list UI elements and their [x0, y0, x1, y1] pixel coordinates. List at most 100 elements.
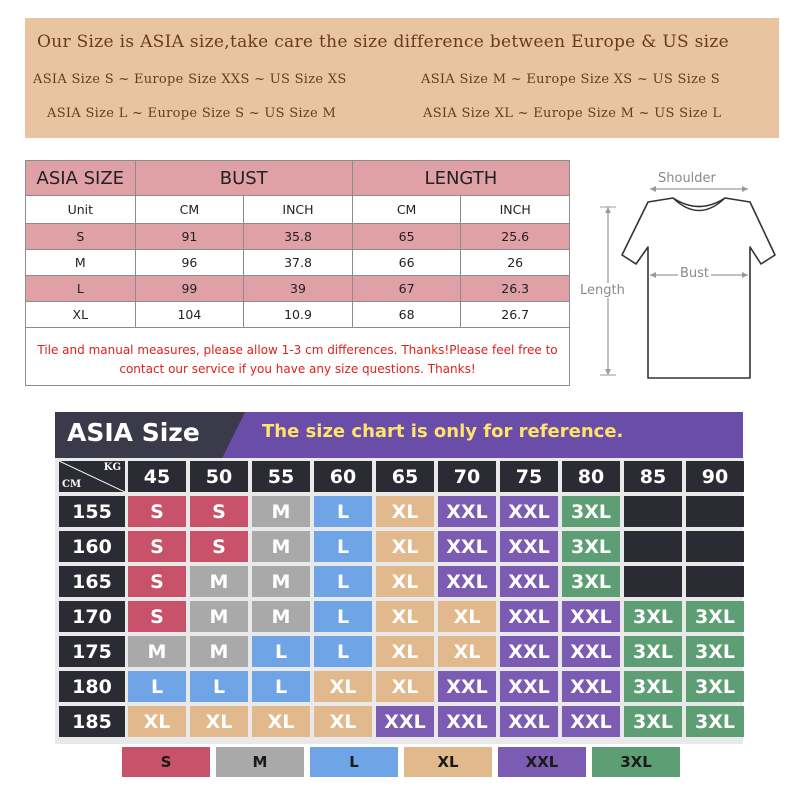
size-cell: M	[190, 601, 248, 632]
banner-size-l: ASIA Size L ~ Europe Size S ~ US Size M	[47, 106, 337, 121]
weight-header: 45	[128, 461, 186, 492]
table-row-l: L 99 39 67 26.3	[26, 276, 569, 302]
size-cell: XL	[190, 706, 248, 737]
size-cell: XL	[314, 671, 372, 702]
size-cell: XL	[376, 566, 434, 597]
empty-cell	[624, 496, 682, 527]
size-cell: XL	[252, 706, 310, 737]
height-header: 180	[59, 671, 125, 702]
size-cell: 3XL	[624, 636, 682, 667]
table-cell: 67	[352, 276, 462, 302]
table-header-row: ASIA SIZE BUST LENGTH	[26, 161, 569, 196]
empty-cell	[624, 566, 682, 597]
size-cell: XXL	[500, 531, 558, 562]
empty-cell	[686, 496, 744, 527]
table-cell: 66	[352, 250, 462, 276]
table-cell: 65	[352, 224, 462, 250]
size-cell: S	[128, 601, 186, 632]
size-cell: XL	[376, 531, 434, 562]
header-length: LENGTH	[352, 161, 569, 196]
size-cell: 3XL	[562, 496, 620, 527]
size-cell: L	[314, 531, 372, 562]
table-cell: 68	[352, 302, 462, 328]
table-cell: 104	[135, 302, 245, 328]
measurement-note: Tile and manual measures, please allow 1…	[26, 334, 569, 386]
grid-corner-cell: KG CM	[59, 461, 125, 492]
size-cell: 3XL	[686, 601, 744, 632]
size-cell: XXL	[500, 671, 558, 702]
header-bust: BUST	[135, 161, 353, 196]
size-cell: XXL	[438, 566, 496, 597]
empty-cell	[686, 531, 744, 562]
size-cell: XL	[128, 706, 186, 737]
height-header: 160	[59, 531, 125, 562]
banner-size-m: ASIA Size M ~ Europe Size XS ~ US Size S	[421, 72, 720, 87]
size-cell: XXL	[500, 601, 558, 632]
size-cell: XXL	[562, 601, 620, 632]
table-cell: 26.3	[461, 276, 569, 302]
empty-cell	[624, 531, 682, 562]
size-cell: S	[190, 496, 248, 527]
unit-label: Unit	[26, 196, 136, 224]
size-cell: XXL	[438, 706, 496, 737]
table-row-xl: XL 104 10.9 68 26.7	[26, 302, 569, 328]
unit-length-cm: CM	[352, 196, 462, 224]
height-header: 185	[59, 706, 125, 737]
length-label: Length	[580, 283, 625, 298]
measurement-table: ASIA SIZE BUST LENGTH Unit CM INCH CM IN…	[25, 160, 570, 386]
size-cell: XXL	[438, 531, 496, 562]
bust-label: Bust	[678, 266, 712, 281]
size-cell: M	[252, 601, 310, 632]
table-cell: 37.8	[244, 250, 353, 276]
table-cell: S	[26, 224, 136, 250]
corner-kg-label: KG	[103, 462, 121, 473]
banner-size-s: ASIA Size S ~ Europe Size XXS ~ US Size …	[33, 72, 347, 87]
table-cell: 96	[135, 250, 245, 276]
legend-swatch: M	[216, 747, 304, 777]
size-grid-title: ASIA Size	[67, 418, 200, 447]
size-cell: 3XL	[686, 706, 744, 737]
size-cell: M	[252, 496, 310, 527]
size-cell: XL	[438, 601, 496, 632]
table-cell: 39	[244, 276, 353, 302]
size-cell: XL	[376, 496, 434, 527]
size-cell: L	[190, 671, 248, 702]
weight-header: 85	[624, 461, 682, 492]
height-header: 170	[59, 601, 125, 632]
size-cell: L	[314, 566, 372, 597]
legend-swatch: XL	[404, 747, 492, 777]
table-cell: 99	[135, 276, 245, 302]
size-notice-banner: Our Size is ASIA size,take care the size…	[25, 18, 779, 138]
size-cell: L	[252, 671, 310, 702]
size-cell: 3XL	[686, 671, 744, 702]
size-cell: XXL	[500, 636, 558, 667]
size-cell: XL	[438, 636, 496, 667]
legend-swatch: XXL	[498, 747, 586, 777]
size-cell: L	[314, 601, 372, 632]
empty-cell	[686, 566, 744, 597]
weight-header: 50	[190, 461, 248, 492]
weight-header: 70	[438, 461, 496, 492]
table-cell: 10.9	[244, 302, 353, 328]
size-cell: XXL	[562, 706, 620, 737]
size-grid-title-box	[55, 412, 245, 458]
size-cell: 3XL	[624, 671, 682, 702]
tshirt-icon	[600, 186, 776, 379]
header-asia-size: ASIA SIZE	[26, 161, 136, 196]
size-cell: S	[128, 566, 186, 597]
tshirt-measurement-diagram: Shoulder Bust Length	[578, 165, 788, 390]
size-cell: 3XL	[686, 636, 744, 667]
unit-length-inch: INCH	[461, 196, 569, 224]
weight-header: 80	[562, 461, 620, 492]
shoulder-label: Shoulder	[658, 171, 716, 186]
table-cell: 26.7	[461, 302, 569, 328]
table-cell: 35.8	[244, 224, 353, 250]
size-cell: L	[128, 671, 186, 702]
weight-header: 75	[500, 461, 558, 492]
table-unit-row: Unit CM INCH CM INCH	[26, 196, 569, 224]
table-cell: L	[26, 276, 136, 302]
size-cell: XXL	[562, 671, 620, 702]
size-cell: L	[314, 636, 372, 667]
size-cell: 3XL	[624, 706, 682, 737]
table-cell: XL	[26, 302, 136, 328]
